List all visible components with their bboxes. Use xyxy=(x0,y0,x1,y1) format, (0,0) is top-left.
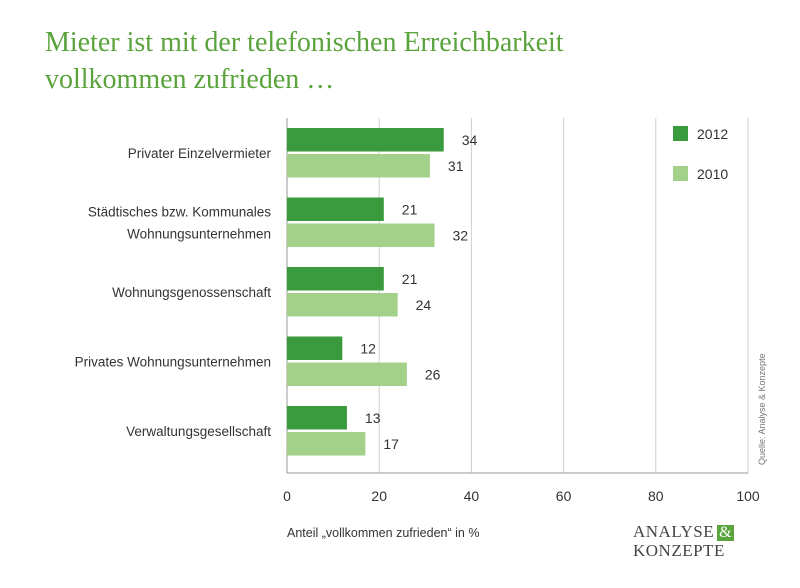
data-label: 31 xyxy=(448,158,464,174)
chart-title-line-2: vollkommen zufrieden … xyxy=(45,64,335,95)
bar-2010 xyxy=(287,432,366,456)
bar-2010 xyxy=(287,362,407,386)
data-label: 32 xyxy=(453,227,469,243)
legend-label-2010: 2010 xyxy=(697,166,728,182)
bar-2012 xyxy=(287,267,384,291)
x-tick-label: 60 xyxy=(556,488,572,504)
category-label: Wohnungsunternehmen xyxy=(127,226,271,241)
data-label: 21 xyxy=(402,271,418,287)
legend-swatch-2012 xyxy=(673,126,688,141)
category-label: Wohnungsgenossenschaft xyxy=(112,285,271,300)
data-label: 17 xyxy=(383,436,399,452)
legend: 2012 2010 xyxy=(673,126,728,182)
data-label: 26 xyxy=(425,366,441,382)
x-tick-label: 80 xyxy=(648,488,664,504)
x-axis-label: Anteil „vollkommen zufrieden“ in % xyxy=(287,526,480,540)
bar-2012 xyxy=(287,406,347,430)
logo-ampersand: & xyxy=(717,524,735,541)
category-label: Verwaltungsgesellschaft xyxy=(126,424,271,439)
legend-label-2012: 2012 xyxy=(697,126,728,142)
data-label: 34 xyxy=(462,132,478,148)
data-label: 21 xyxy=(402,201,418,217)
bars xyxy=(287,128,444,456)
x-tick-label: 20 xyxy=(371,488,387,504)
data-label: 12 xyxy=(360,340,376,356)
logo-line-2: KONZEPTE xyxy=(633,541,725,560)
category-label: Privater Einzelvermieter xyxy=(128,146,272,161)
data-label: 13 xyxy=(365,410,381,426)
category-label: Städtisches bzw. Kommunales xyxy=(88,204,271,219)
analyse-konzepte-logo: ANALYSE & KONZEPTE xyxy=(633,522,763,560)
data-label: 24 xyxy=(416,297,432,313)
category-label: Privates Wohnungsunternehmen xyxy=(75,354,271,369)
bar-2012 xyxy=(287,128,444,152)
bar-2010 xyxy=(287,154,430,178)
logo-line-1: ANALYSE xyxy=(633,522,715,541)
bar-2010 xyxy=(287,293,398,317)
x-tick-label: 0 xyxy=(283,488,291,504)
bar-2012 xyxy=(287,197,384,221)
chart-title: Mieter ist mit der telefonischen Erreich… xyxy=(45,24,745,98)
x-tick-label: 100 xyxy=(736,488,760,504)
source-note: Quelle: Analyse & Konzepte xyxy=(757,353,767,465)
bar-2012 xyxy=(287,336,343,360)
bar-2010 xyxy=(287,223,435,247)
labels: 0 20 40 60 80 100 34 31 Privater Einzelvermieter… xyxy=(75,132,760,504)
legend-swatch-2010 xyxy=(673,166,688,181)
x-tick-label: 40 xyxy=(464,488,480,504)
chart-title-line-1: Mieter ist mit der telefonischen Erreich… xyxy=(45,27,564,58)
